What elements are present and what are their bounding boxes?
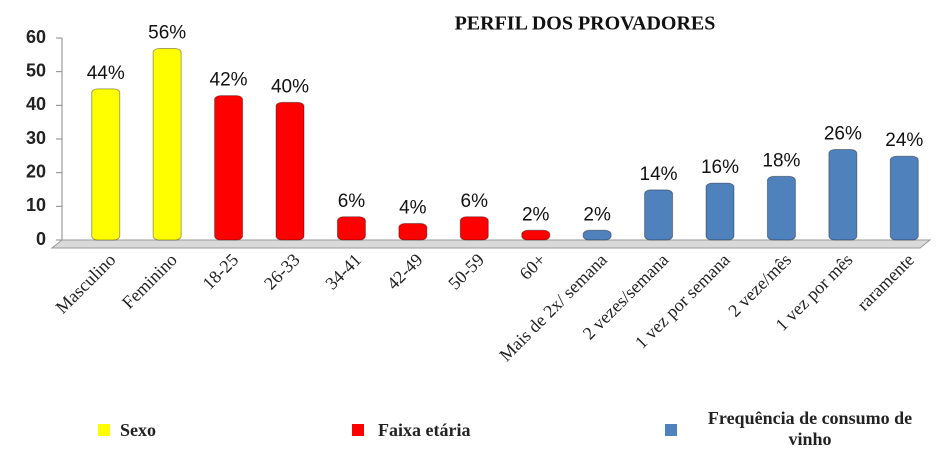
bar [398, 223, 428, 241]
y-tick-label: 10 [26, 195, 46, 215]
y-tick-label: 30 [26, 128, 46, 148]
bar [275, 101, 305, 241]
value-label: 40% [271, 76, 309, 97]
legend-label: Frequência de consumo de vinho [707, 408, 913, 449]
bar [889, 155, 919, 241]
value-label: 56% [148, 22, 186, 43]
bar [521, 229, 551, 241]
legend-label: Faixa etária [378, 420, 471, 440]
legend-swatch [665, 424, 677, 436]
legend-swatch [352, 424, 364, 436]
value-label: 16% [701, 157, 739, 178]
x-tick-label: 60+ [515, 250, 549, 284]
chart-title: PERFIL DOS PROVADORES [455, 13, 716, 35]
y-tick-label: 20 [26, 161, 46, 181]
x-tick-label: 42-49 [383, 250, 427, 294]
legend-swatch [98, 424, 110, 436]
x-tick-label: Mais de 2x/ semana [495, 250, 611, 366]
bar [91, 88, 121, 241]
x-tick-label: 34-41 [321, 250, 365, 294]
value-label: 2% [583, 204, 611, 225]
y-tick-label: 0 [36, 229, 46, 249]
bar [705, 182, 735, 241]
value-label: 6% [461, 191, 489, 212]
value-label: 6% [338, 191, 366, 212]
x-tick-label: 50-59 [444, 250, 488, 294]
bar [336, 216, 366, 241]
x-tick-label: Feminino [118, 250, 181, 313]
value-label: 24% [885, 130, 923, 151]
value-label: 26% [824, 123, 862, 144]
bar [644, 189, 674, 241]
legend-label: Sexo [120, 420, 156, 440]
bar [152, 47, 182, 241]
y-tick-label: 50 [26, 60, 46, 80]
x-tick-label: 18-25 [198, 250, 242, 294]
y-tick-label: 60 [26, 27, 46, 47]
floor [50, 239, 932, 249]
value-label: 14% [640, 164, 678, 185]
bar [214, 95, 244, 241]
value-label: 2% [522, 204, 550, 225]
value-label: 18% [762, 150, 800, 171]
bar [766, 175, 796, 241]
bar [828, 148, 858, 241]
x-tick-label: Masculino [52, 250, 120, 318]
bar [582, 229, 612, 241]
value-label: 42% [210, 70, 248, 91]
bar [459, 216, 489, 241]
value-label: 44% [87, 63, 125, 84]
y-tick-label: 40 [26, 94, 46, 114]
x-tick-label: raramente [853, 250, 918, 315]
x-tick-label: 26-33 [260, 250, 304, 294]
value-label: 4% [399, 198, 427, 219]
